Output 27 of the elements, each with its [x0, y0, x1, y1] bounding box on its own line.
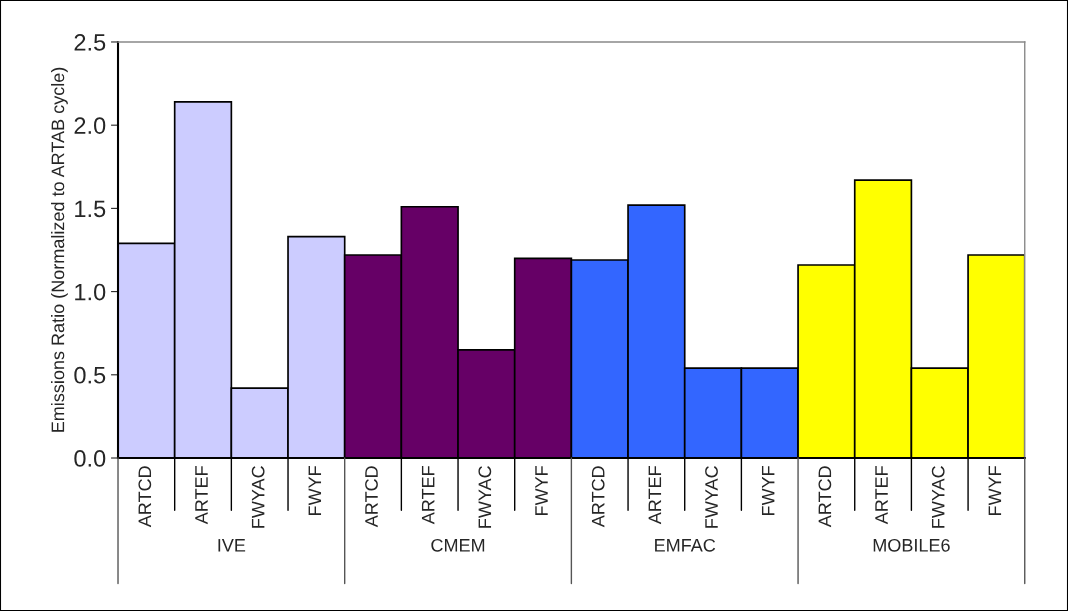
y-tick-label: 1.5: [75, 200, 106, 218]
text: MOBILE6: [873, 538, 950, 552]
x-tick-label: ARTEF: [195, 466, 208, 525]
x-tick-label: ARTEF: [648, 466, 662, 525]
y-tick-label: 0.5: [74, 366, 106, 384]
x-tick-label: FWYAC: [705, 466, 718, 528]
x-tick-label: FWYAC: [478, 466, 492, 528]
x-tick-label: FWYF: [308, 466, 322, 515]
x-tick-label: ARTEF: [875, 466, 888, 525]
text: EMFAC: [655, 538, 716, 552]
x-tick-label: ARTCD: [138, 466, 152, 528]
y-tick-label: 1.0: [75, 283, 106, 301]
x-tick-label: ARTCD: [365, 466, 378, 528]
x-tick-label: FWYAC: [931, 466, 945, 528]
x-tick-label: ARTCD: [818, 466, 832, 528]
x-tick-label: FWYAC: [251, 466, 265, 528]
text: IVE: [218, 539, 246, 552]
x-tick-label: ARTEF: [421, 466, 435, 525]
y-axis-title: Emissions Ratio (Normalized to ARTAB cycle): [51, 67, 68, 432]
x-tick-label: ARTCD: [591, 466, 605, 528]
y-tick-label: 0.0: [74, 450, 106, 467]
y-tick-label: 2.0: [74, 117, 106, 134]
y-tick-label: 2.5: [74, 34, 106, 51]
x-tick-label: FWYF: [988, 466, 1002, 515]
x-tick-label: FWYF: [535, 466, 548, 515]
x-tick-label: FWYF: [761, 466, 775, 515]
text: CMEM: [431, 538, 485, 552]
